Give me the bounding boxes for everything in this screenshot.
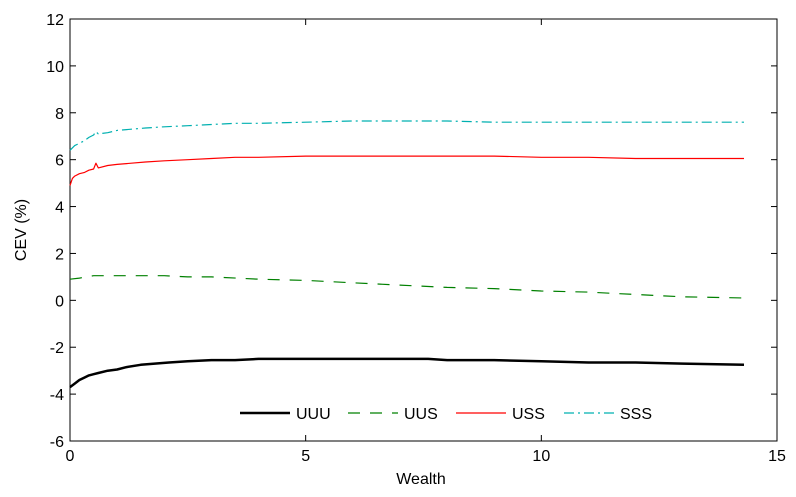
- y-tick-label: -6: [50, 434, 64, 451]
- legend: UUU UUS USS SSS: [240, 406, 652, 423]
- y-tick-label: 4: [55, 200, 64, 217]
- legend-label-uuu: UUU: [296, 406, 331, 423]
- y-axis-label: CEV (%): [13, 199, 30, 261]
- legend-label-sss: SSS: [620, 406, 652, 423]
- legend-label-uss: USS: [512, 406, 545, 423]
- y-tick-label: -4: [50, 387, 64, 404]
- plot-frame: [69, 18, 778, 442]
- series-layer: [69, 120, 745, 389]
- axes: 0 5 10 15 -6 -4 -2 0 2 4 6 8 10 12: [46, 12, 786, 465]
- x-axis-label: Wealth: [396, 471, 446, 488]
- legend-label-uus: UUS: [404, 406, 438, 423]
- y-tick-label: 0: [55, 293, 64, 310]
- y-tick-label: -2: [50, 340, 64, 357]
- x-tick-label: 0: [66, 448, 75, 465]
- x-tick-label: 10: [532, 448, 550, 465]
- series-line-uuu: [69, 357, 745, 389]
- series-line-uss: [69, 155, 744, 186]
- x-tick-label: 15: [768, 448, 786, 465]
- y-tick-label: 2: [55, 246, 64, 263]
- y-tick-label: 8: [55, 106, 64, 123]
- y-tick-label: 10: [46, 59, 64, 76]
- series-line-uus: [69, 275, 745, 299]
- series-line-sss: [69, 120, 744, 151]
- y-tick-label: 6: [55, 153, 64, 170]
- y-tick-label: 12: [46, 12, 64, 29]
- x-tick-label: 5: [301, 448, 310, 465]
